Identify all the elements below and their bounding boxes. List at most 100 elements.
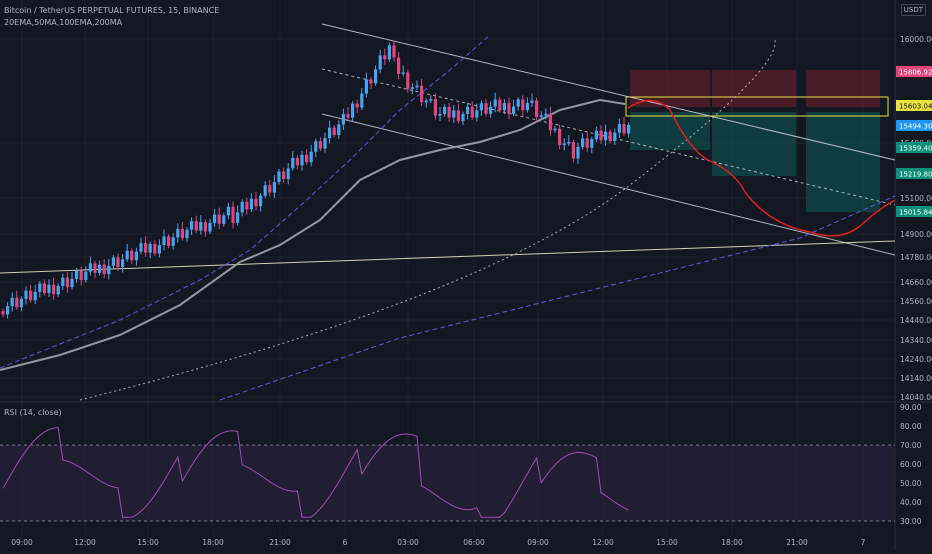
candle xyxy=(475,103,479,122)
candle xyxy=(502,99,506,115)
rsi-tick-label: 50.00 xyxy=(900,479,922,488)
candle xyxy=(300,150,304,171)
candle xyxy=(489,101,493,118)
candle-body xyxy=(236,212,240,223)
candle-body xyxy=(111,257,115,266)
candle-body xyxy=(608,131,612,142)
candle-body xyxy=(594,130,598,140)
candle-body xyxy=(525,102,529,111)
candle xyxy=(410,83,414,95)
rsi-legend[interactable]: RSI (14, close) xyxy=(4,408,62,417)
candle-body xyxy=(231,206,235,223)
candle xyxy=(6,302,10,319)
candle xyxy=(627,122,631,138)
candle-body xyxy=(397,57,401,74)
candle xyxy=(226,202,230,220)
candle-body xyxy=(512,106,516,114)
price-tag-label: 15359.40 xyxy=(899,145,932,153)
candle-body xyxy=(240,201,244,213)
time-tick-label: 12:00 xyxy=(592,538,614,547)
price-tag: 15015.84 xyxy=(896,206,932,217)
price-tick-label: 14240.00 xyxy=(900,355,932,364)
price-tick-label: 14560.00 xyxy=(900,297,932,306)
candle-body xyxy=(341,113,345,125)
upper-channel-line xyxy=(321,23,896,161)
candle-body xyxy=(295,157,299,166)
candle-body xyxy=(217,214,221,224)
time-tick-label: 06:00 xyxy=(463,538,485,547)
candle xyxy=(337,120,341,139)
currency-badge[interactable]: USDT xyxy=(900,4,926,16)
candle xyxy=(130,248,134,265)
candle-body xyxy=(424,100,428,103)
candle xyxy=(599,125,603,145)
candle xyxy=(180,221,184,241)
candle xyxy=(470,101,474,121)
price-tick-label: 14900.00 xyxy=(900,230,932,239)
candle-body xyxy=(401,72,405,74)
candle-body xyxy=(590,139,594,148)
candle xyxy=(167,233,171,249)
candle xyxy=(102,259,106,279)
candle xyxy=(121,253,125,273)
price-tag-label: 15806.92 xyxy=(899,69,932,77)
candle xyxy=(323,132,327,153)
candle-body xyxy=(282,171,286,179)
candle xyxy=(15,290,19,310)
candle-body xyxy=(130,250,134,261)
candle xyxy=(42,279,46,296)
candle-body xyxy=(571,142,575,159)
candle xyxy=(268,179,272,197)
candle xyxy=(33,284,37,305)
candle-body xyxy=(617,124,621,133)
candle-body xyxy=(148,244,152,253)
candle-body xyxy=(65,277,69,288)
price-tag-box xyxy=(896,66,932,77)
candle-body xyxy=(139,243,143,252)
candle-body xyxy=(479,103,483,111)
candle xyxy=(355,99,359,113)
price-tick-label: 14440.00 xyxy=(900,316,932,325)
candle-body xyxy=(10,297,14,307)
candle xyxy=(217,207,221,230)
ma50-line xyxy=(0,98,626,371)
price-tag: 15359.40 xyxy=(896,142,932,153)
candle-body xyxy=(452,110,456,118)
candle xyxy=(98,260,102,276)
candle-body xyxy=(332,127,336,135)
candle xyxy=(466,102,470,120)
candle xyxy=(535,97,539,123)
candle xyxy=(153,240,157,257)
candle xyxy=(433,93,437,120)
candle xyxy=(134,247,138,266)
price-tag-label: 15219.80 xyxy=(899,171,932,179)
candle xyxy=(351,101,355,122)
candle-body xyxy=(475,110,479,118)
candle xyxy=(512,99,516,117)
price-tag-box xyxy=(896,206,932,217)
candle xyxy=(47,279,51,298)
candle xyxy=(79,266,83,286)
candle xyxy=(387,42,391,62)
candle xyxy=(553,126,557,133)
candle-body xyxy=(190,221,194,230)
candle xyxy=(111,254,115,269)
time-tick-label: 7 xyxy=(861,538,866,547)
candle xyxy=(245,197,249,215)
candle xyxy=(360,88,364,111)
candle xyxy=(107,258,111,280)
candle-body xyxy=(355,103,359,108)
candle-body xyxy=(548,113,552,131)
candle xyxy=(263,181,267,199)
indicators-legend[interactable]: 20EMA,50MA,100EMA,200MA xyxy=(4,18,123,27)
candle-body xyxy=(167,236,171,246)
time-tick-label: 03:00 xyxy=(397,538,419,547)
time-tick-label: 18:00 xyxy=(202,538,224,547)
candle xyxy=(116,253,120,272)
time-tick-label: 15:00 xyxy=(656,538,678,547)
candle xyxy=(392,41,396,62)
candle-body xyxy=(125,250,129,260)
candle xyxy=(332,125,336,138)
